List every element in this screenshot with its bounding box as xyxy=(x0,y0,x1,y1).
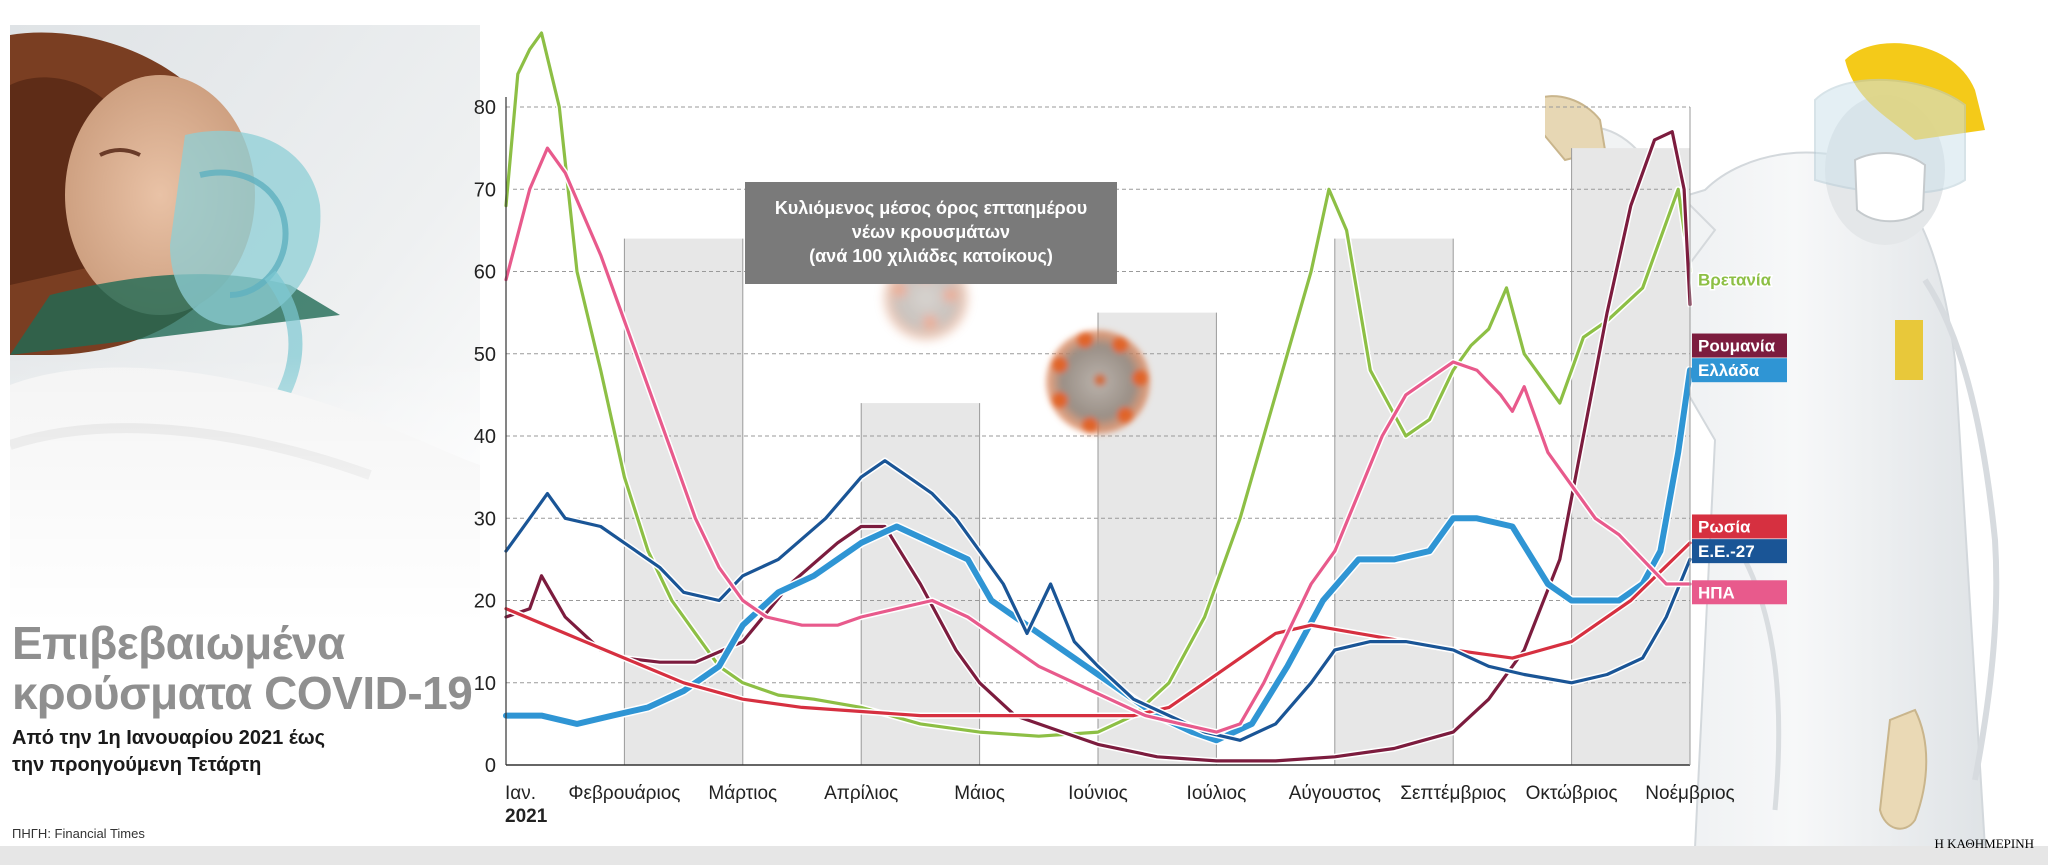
x-tick-label: Φεβρουάριος xyxy=(568,783,680,804)
chart-title-line: (ανά 100 χιλιάδες κατοίκους) xyxy=(809,246,1053,266)
y-tick-label: 10 xyxy=(474,673,496,695)
shaded-month-band xyxy=(1571,148,1690,765)
legend-box xyxy=(1692,580,1787,605)
legend-box xyxy=(1692,333,1787,358)
y-tick-label: 80 xyxy=(474,97,496,119)
series-lines xyxy=(501,29,1695,764)
legend-box xyxy=(1692,539,1787,564)
y-tick-label: 50 xyxy=(474,344,496,366)
source-note: ΠΗΓΗ: Financial Times xyxy=(12,826,145,841)
line-legend: Βρετανία Ρουμανία Ελλάδα Ρωσία Ε.Ε.-27 ΗΠΑ xyxy=(1692,269,1787,605)
subtitle-line: την προηγούμενη Τετάρτη xyxy=(12,754,262,776)
chart-title-box: Κυλιόμενος μέσος όρος επταημέρου νέων κρ… xyxy=(745,182,1117,284)
y-tick-label: 30 xyxy=(474,508,496,530)
x-tick-label: Μάρτιος xyxy=(708,783,777,804)
series-line xyxy=(504,130,1692,763)
title-line: Επιβεβαιωμένα xyxy=(12,617,345,669)
x-tick-label: Ιούνιος xyxy=(1068,783,1128,804)
x-tick-labels: Ιαν. Φεβρουάριος Μάρτιος Απρίλιος Μάιος Ιούνι… xyxy=(505,783,1735,804)
x-tick-label: Μάιος xyxy=(954,783,1005,804)
page-title: Επιβεβαιωμένα κρούσματα COVID-19 xyxy=(12,617,473,719)
series-line xyxy=(504,31,1692,738)
title-line: κρούσματα COVID-19 xyxy=(12,667,473,719)
x-tick-label: Οκτώβριος xyxy=(1526,783,1618,804)
month-shading xyxy=(623,148,1691,766)
axes xyxy=(505,97,1691,766)
subtitle-line: Από την 1η Ιανουαρίου 2021 έως xyxy=(12,727,326,749)
legend-label: Ε.Ε.-27 xyxy=(1698,542,1755,561)
patient-photo xyxy=(10,25,480,625)
y-tick-label: 60 xyxy=(474,262,496,284)
series-line xyxy=(504,459,1692,742)
legend-label: Ρουμανία xyxy=(1698,337,1776,356)
series-line xyxy=(504,146,1692,734)
x-tick-label: Ιούλιος xyxy=(1187,783,1247,804)
virus-icon xyxy=(1046,330,1150,434)
y-tick-labels: 0 10 20 30 40 50 60 70 80 xyxy=(474,97,496,777)
y-tick-label: 70 xyxy=(474,179,496,201)
shaded-month-band xyxy=(624,238,743,766)
y-tick-label: 0 xyxy=(485,755,496,777)
legend-label: ΗΠΑ xyxy=(1698,583,1735,602)
x-tick-label: Ιαν. xyxy=(505,783,536,804)
page-subtitle: Από την 1η Ιανουαρίου 2021 έως την προηγ… xyxy=(12,725,325,779)
y-tick-label: 20 xyxy=(474,591,496,613)
legend-box xyxy=(1692,358,1787,383)
legend-label: Βρετανία xyxy=(1698,271,1772,290)
chart-title-line: Κυλιόμενος μέσος όρος επταημέρου xyxy=(774,198,1088,218)
x-tick-label: Σεπτέμβριος xyxy=(1400,783,1506,804)
y-tick-label: 40 xyxy=(474,426,496,448)
footer-bar xyxy=(0,846,2048,865)
legend-box xyxy=(1692,514,1787,539)
x-tick-label: Νοέμβριος xyxy=(1645,783,1734,804)
publisher-brand: Η ΚΑΘΗΜΕΡΙΝΗ xyxy=(1934,836,2035,851)
x-tick-label: Απρίλιος xyxy=(824,783,898,804)
legend-label: Ρωσία xyxy=(1698,517,1751,536)
x-tick-label: Αύγουστος xyxy=(1289,783,1381,804)
legend-label: Ελλάδα xyxy=(1698,361,1760,380)
year-label: 2021 xyxy=(505,806,548,827)
chart-title-line: νέων κρουσμάτων xyxy=(851,222,1011,242)
